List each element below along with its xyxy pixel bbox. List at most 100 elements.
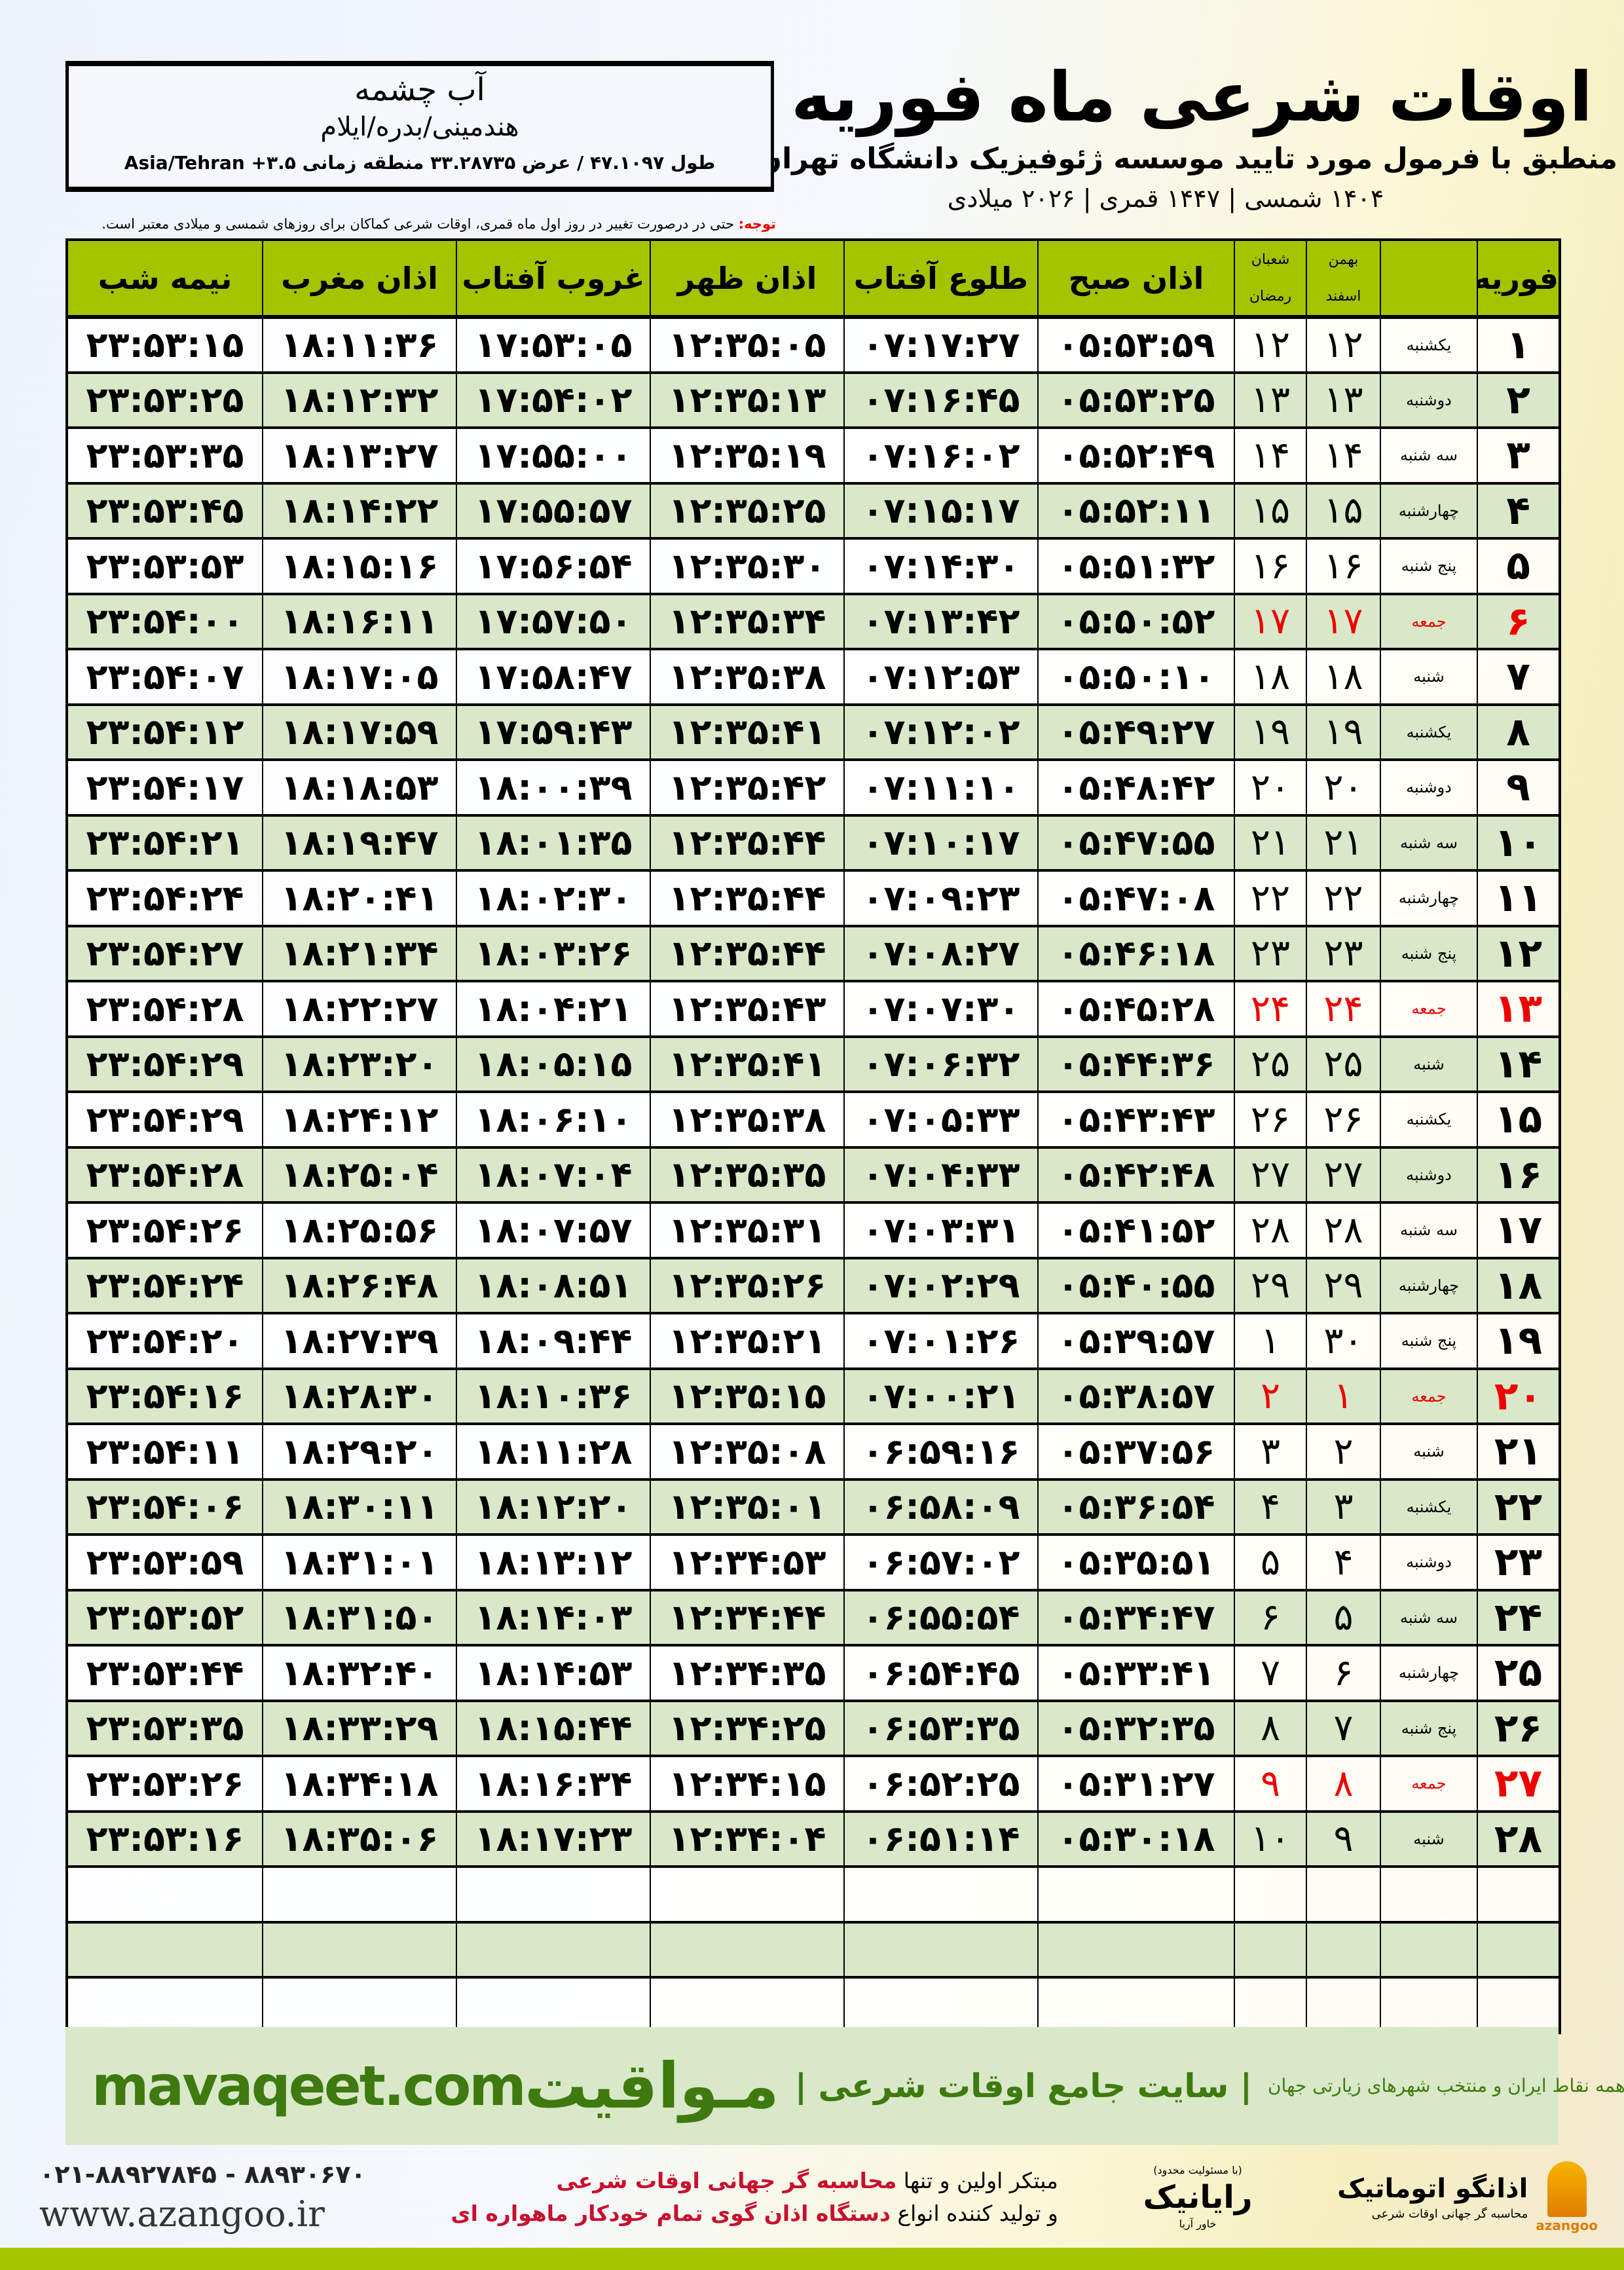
- weekday: سه شنبه: [1380, 1202, 1477, 1259]
- midnight-time: ۲۳:۵۳:۴۴: [66, 1645, 263, 1702]
- fajr-time: ۰۵:۴۹:۲۷: [1037, 704, 1234, 761]
- day: ۱: [1477, 317, 1560, 374]
- maghrib-time: ۱۸:۲۹:۲۰: [262, 1424, 456, 1481]
- maghrib-time: ۱۸:۱۲:۳۲: [262, 372, 456, 429]
- sunrise-time: ۰۷:۰۲:۲۹: [843, 1257, 1038, 1314]
- weekday: جمعه: [1380, 593, 1477, 650]
- day: ۲۶: [1477, 1700, 1560, 1757]
- year-dates: ۱۴۰۴ شمسی | ۱۴۴۷ قمری | ۲۰۲۶ میلادی: [947, 184, 1384, 213]
- day: [1477, 1922, 1560, 1979]
- day: [1477, 1867, 1560, 1924]
- empty-row: [66, 1922, 1560, 1979]
- sunrise-time: ۰۷:۱۳:۴۲: [843, 593, 1038, 650]
- site-url[interactable]: mavaqeet.com: [92, 2054, 526, 2118]
- fajr-time: ۰۵:۵۳:۵۹: [1037, 317, 1234, 374]
- shamsi-day: ۲۸: [1306, 1202, 1380, 1259]
- col-shamsi: بهمن اسفند: [1306, 240, 1380, 319]
- sunset-time: ۱۸:۱۲:۲۰: [456, 1479, 650, 1536]
- midnight-time: ۲۳:۵۳:۲۵: [66, 372, 263, 429]
- maghrib-time: ۱۸:۲۶:۴۸: [262, 1257, 456, 1314]
- dhuhr-time: ۱۲:۳۵:۰۱: [650, 1479, 844, 1536]
- fajr-time: [1037, 1922, 1234, 1979]
- maghrib-time: ۱۸:۳۱:۰۱: [262, 1535, 456, 1591]
- fajr-time: ۰۵:۳۵:۵۱: [1037, 1535, 1234, 1591]
- sunset-time: ۱۸:۱۴:۰۳: [456, 1590, 650, 1647]
- midnight-time: ۲۳:۵۴:۰۰: [66, 593, 263, 650]
- contact-area: ۰۲۱-۸۸۹۲۷۸۴۵ - ۸۸۹۳۰۶۷۰ www.azangoo.ir م…: [39, 2148, 1598, 2246]
- dhuhr-time: ۱۲:۳۴:۱۵: [650, 1756, 844, 1813]
- qamari-day: ۲۹: [1234, 1257, 1306, 1314]
- table-row: ۲۳ دوشنبه ۴ ۵ ۰۵:۳۵:۵۱ ۰۶:۵۷:۰۲ ۱۲:۳۴:۵۳ ۱۸:۱۳:…: [66, 1535, 1560, 1591]
- sunrise-time: ۰۶:۵۱:۱۴: [843, 1811, 1038, 1868]
- day: ۶: [1477, 593, 1560, 650]
- qamari-day: ۱۰: [1234, 1811, 1306, 1868]
- table-row: ۱۳ جمعه ۲۴ ۲۴ ۰۵:۴۵:۲۸ ۰۷:۰۷:۳۰ ۱۲:۳۵:۴۳ ۱۸:۰۴:…: [66, 981, 1560, 1038]
- day: ۱۵: [1477, 1092, 1560, 1149]
- maghrib-time: ۱۸:۳۵:۰۶: [262, 1811, 456, 1868]
- maghrib-time: ۱۸:۱۵:۱۶: [262, 538, 456, 595]
- col-maghrib: اذان مغرب: [262, 240, 456, 319]
- maghrib-time: ۱۸:۳۳:۲۹: [262, 1700, 456, 1757]
- dhuhr-time: ۱۲:۳۵:۴۳: [650, 981, 844, 1038]
- ad-line2: و تولید کننده انواع: [890, 2201, 1058, 2226]
- day: ۱۶: [1477, 1147, 1560, 1204]
- sunset-time: ۱۸:۰۰:۳۹: [456, 760, 650, 817]
- sunset-time: [456, 1867, 650, 1924]
- qamari-day: ۸: [1234, 1700, 1306, 1757]
- region-name: هندمینی/بدره/ایلام: [320, 112, 519, 142]
- city-name: آب چشمه: [354, 71, 485, 108]
- qamari-day: ۱۵: [1234, 483, 1306, 540]
- shamsi-day: ۷: [1306, 1700, 1380, 1757]
- dhuhr-time: ۱۲:۳۵:۱۳: [650, 372, 844, 429]
- fajr-time: ۰۵:۴۴:۳۶: [1037, 1036, 1234, 1093]
- weekday: دوشنبه: [1380, 1147, 1477, 1204]
- sunrise-time: ۰۷:۱۱:۱۰: [843, 760, 1038, 817]
- azangoo-url[interactable]: www.azangoo.ir: [39, 2193, 325, 2235]
- dhuhr-time: ۱۲:۳۵:۱۵: [650, 1368, 844, 1425]
- weekday: دوشنبه: [1380, 1535, 1477, 1591]
- sunrise-time: ۰۷:۰۵:۳۳: [843, 1092, 1038, 1149]
- weekday: پنج شنبه: [1380, 1313, 1477, 1370]
- sunset-time: ۱۷:۵۴:۰۲: [456, 372, 650, 429]
- sunset-time: ۱۸:۰۷:۰۴: [456, 1147, 650, 1204]
- shamsi-day: ۱۸: [1306, 649, 1380, 706]
- fajr-time: ۰۵:۵۳:۲۵: [1037, 372, 1234, 429]
- table-row: ۱۴ شنبه ۲۵ ۲۵ ۰۵:۴۴:۳۶ ۰۷:۰۶:۳۲ ۱۲:۳۵:۴۱ ۱۸:۰۵:…: [66, 1036, 1560, 1093]
- shamsi-day: ۱۴: [1306, 428, 1380, 485]
- qamari-day: ۲۷: [1234, 1147, 1306, 1204]
- midnight-time: ۲۳:۵۳:۵۳: [66, 538, 263, 595]
- day: ۴: [1477, 483, 1560, 540]
- qamari-day: ۲۱: [1234, 815, 1306, 872]
- sunset-time: ۱۷:۵۸:۴۷: [456, 649, 650, 706]
- midnight-time: ۲۳:۵۴:۲۸: [66, 1147, 263, 1204]
- sunset-time: ۱۸:۱۵:۴۴: [456, 1700, 650, 1757]
- shamsi-day: ۱۵: [1306, 483, 1380, 540]
- day: [1477, 1977, 1560, 2034]
- maghrib-time: ۱۸:۲۲:۲۷: [262, 981, 456, 1038]
- day: ۲۱: [1477, 1424, 1560, 1481]
- day: ۹: [1477, 760, 1560, 817]
- shamsi-day: ۸: [1306, 1756, 1380, 1813]
- day: ۱۴: [1477, 1036, 1560, 1093]
- bottom-bar: [0, 2248, 1624, 2270]
- sunset-time: [456, 1977, 650, 2034]
- sunset-time: ۱۸:۰۲:۳۰: [456, 870, 650, 927]
- col-sunset: غروب آفتاب: [456, 240, 650, 319]
- shamsi-day: ۱۶: [1306, 538, 1380, 595]
- midnight-time: ۲۳:۵۳:۱۶: [66, 1811, 263, 1868]
- sunrise-time: ۰۷:۰۹:۲۳: [843, 870, 1038, 927]
- dhuhr-time: ۱۲:۳۴:۳۵: [650, 1645, 844, 1702]
- fajr-time: ۰۵:۵۰:۱۰: [1037, 649, 1234, 706]
- table-row: ۱۵ یکشنبه ۲۶ ۲۶ ۰۵:۴۳:۴۳ ۰۷:۰۵:۳۳ ۱۲:۳۵:۳۸ ۱۸:۰…: [66, 1092, 1560, 1149]
- table-row: ۲ دوشنبه ۱۳ ۱۳ ۰۵:۵۳:۲۵ ۰۷:۱۶:۴۵ ۱۲:۳۵:۱۳ ۱۷:۵۴…: [66, 372, 1560, 429]
- shamsi-day: ۱: [1306, 1368, 1380, 1425]
- dhuhr-time: ۱۲:۳۵:۴۱: [650, 1036, 844, 1093]
- fajr-time: ۰۵:۵۲:۱۱: [1037, 483, 1234, 540]
- shamsi-day: ۵: [1306, 1590, 1380, 1647]
- qamari-day: ۲۳: [1234, 925, 1306, 982]
- dhuhr-time: ۱۲:۳۵:۳۱: [650, 1202, 844, 1259]
- fajr-time: ۰۵:۳۳:۴۱: [1037, 1645, 1234, 1702]
- weekday: سه شنبه: [1380, 815, 1477, 872]
- day: ۱۳: [1477, 981, 1560, 1038]
- maghrib-time: ۱۸:۱۶:۱۱: [262, 593, 456, 650]
